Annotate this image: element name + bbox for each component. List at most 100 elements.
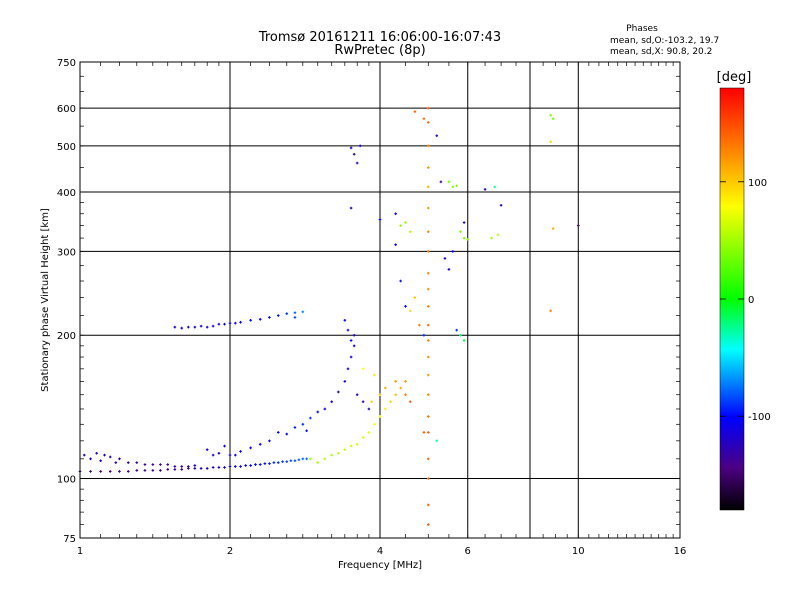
data-point [223, 444, 226, 448]
data-point [404, 380, 407, 383]
data-point [309, 416, 312, 420]
data-point [551, 117, 555, 121]
data-point [217, 466, 221, 469]
data-point [408, 230, 412, 234]
data-point [343, 318, 347, 322]
data-point [309, 457, 312, 461]
data-point [281, 460, 284, 463]
colorbar-tick-label: 0 [748, 295, 754, 306]
data-point [355, 393, 359, 397]
data-point [422, 431, 426, 434]
data-point [413, 110, 417, 113]
data-point [180, 465, 184, 468]
data-point [418, 323, 421, 327]
data-point [459, 230, 462, 234]
data-point [576, 224, 580, 227]
data-point [483, 188, 487, 191]
data-point [455, 328, 458, 332]
data-point [466, 238, 470, 241]
y-tick-label: 600 [57, 104, 76, 115]
data-point [108, 470, 112, 473]
data-point [103, 453, 106, 457]
data-point [373, 422, 376, 426]
data-point [330, 453, 334, 457]
data-point [337, 390, 340, 394]
data-point [205, 467, 209, 470]
data-point [435, 439, 439, 443]
data-point [549, 140, 552, 144]
phases-x-line: mean, sd,X: 90.8, 20.2 [610, 47, 712, 57]
data-point [426, 373, 430, 377]
data-point [305, 429, 308, 433]
data-point [426, 230, 430, 234]
data-point [394, 243, 397, 246]
y-tick-label: 750 [57, 58, 76, 69]
data-point [228, 321, 232, 325]
data-point [285, 460, 289, 463]
data-point [301, 457, 305, 461]
data-point [118, 470, 121, 473]
data-point [426, 431, 430, 434]
data-point [462, 236, 466, 240]
data-point [249, 446, 252, 450]
data-point [293, 426, 297, 429]
data-point [451, 185, 455, 189]
data-point [199, 467, 203, 470]
data-point [426, 393, 430, 397]
data-point [293, 316, 297, 319]
data-point [217, 322, 221, 326]
data-point [193, 325, 197, 329]
data-point [426, 355, 430, 359]
data-point [426, 339, 430, 342]
data-point [413, 296, 417, 299]
data-point [305, 457, 308, 461]
data-point [268, 462, 271, 465]
data-point [211, 324, 215, 328]
data-point [268, 439, 271, 443]
chart-title: Tromsø 20161211 16:06:00-16:07:43 [258, 30, 501, 45]
data-point [289, 459, 293, 463]
axis-ticks: 1 2 4 6 10 16 75 100 200 300 400 500 600 750 [57, 58, 686, 557]
data-point [239, 465, 242, 468]
data-point [187, 465, 190, 468]
data-point [399, 386, 402, 390]
data-point [426, 415, 430, 418]
data-point [239, 450, 242, 453]
data-point [346, 367, 350, 371]
data-point [426, 323, 430, 327]
data-point [404, 305, 407, 308]
data-point [426, 106, 430, 110]
data-point [258, 443, 262, 446]
data-point [346, 328, 350, 332]
y-tick-label: 100 [57, 475, 76, 486]
data-point [108, 455, 112, 459]
data-point [378, 218, 382, 221]
x-tick-label: 10 [572, 546, 585, 557]
data-point [276, 431, 280, 434]
data-point [143, 463, 147, 466]
data-point [263, 462, 267, 465]
data-point [426, 185, 430, 189]
data-point [447, 268, 451, 271]
x-tick-label: 2 [227, 546, 233, 557]
data-point [373, 373, 376, 377]
data-point [258, 318, 262, 321]
data-point [151, 463, 155, 466]
data-point [422, 333, 426, 337]
data-point [272, 461, 276, 464]
data-point [234, 465, 237, 468]
data-point [193, 464, 197, 467]
data-point [99, 470, 102, 473]
data-point [384, 386, 387, 390]
data-point [394, 380, 397, 383]
data-point [408, 400, 412, 404]
data-point [549, 309, 552, 313]
data-point [159, 469, 162, 472]
data-point [337, 451, 340, 455]
data-point [349, 206, 353, 210]
data-point [426, 144, 430, 148]
data-point [343, 380, 347, 383]
data-point [293, 311, 297, 315]
data-point [217, 451, 221, 455]
data-point [244, 464, 247, 467]
